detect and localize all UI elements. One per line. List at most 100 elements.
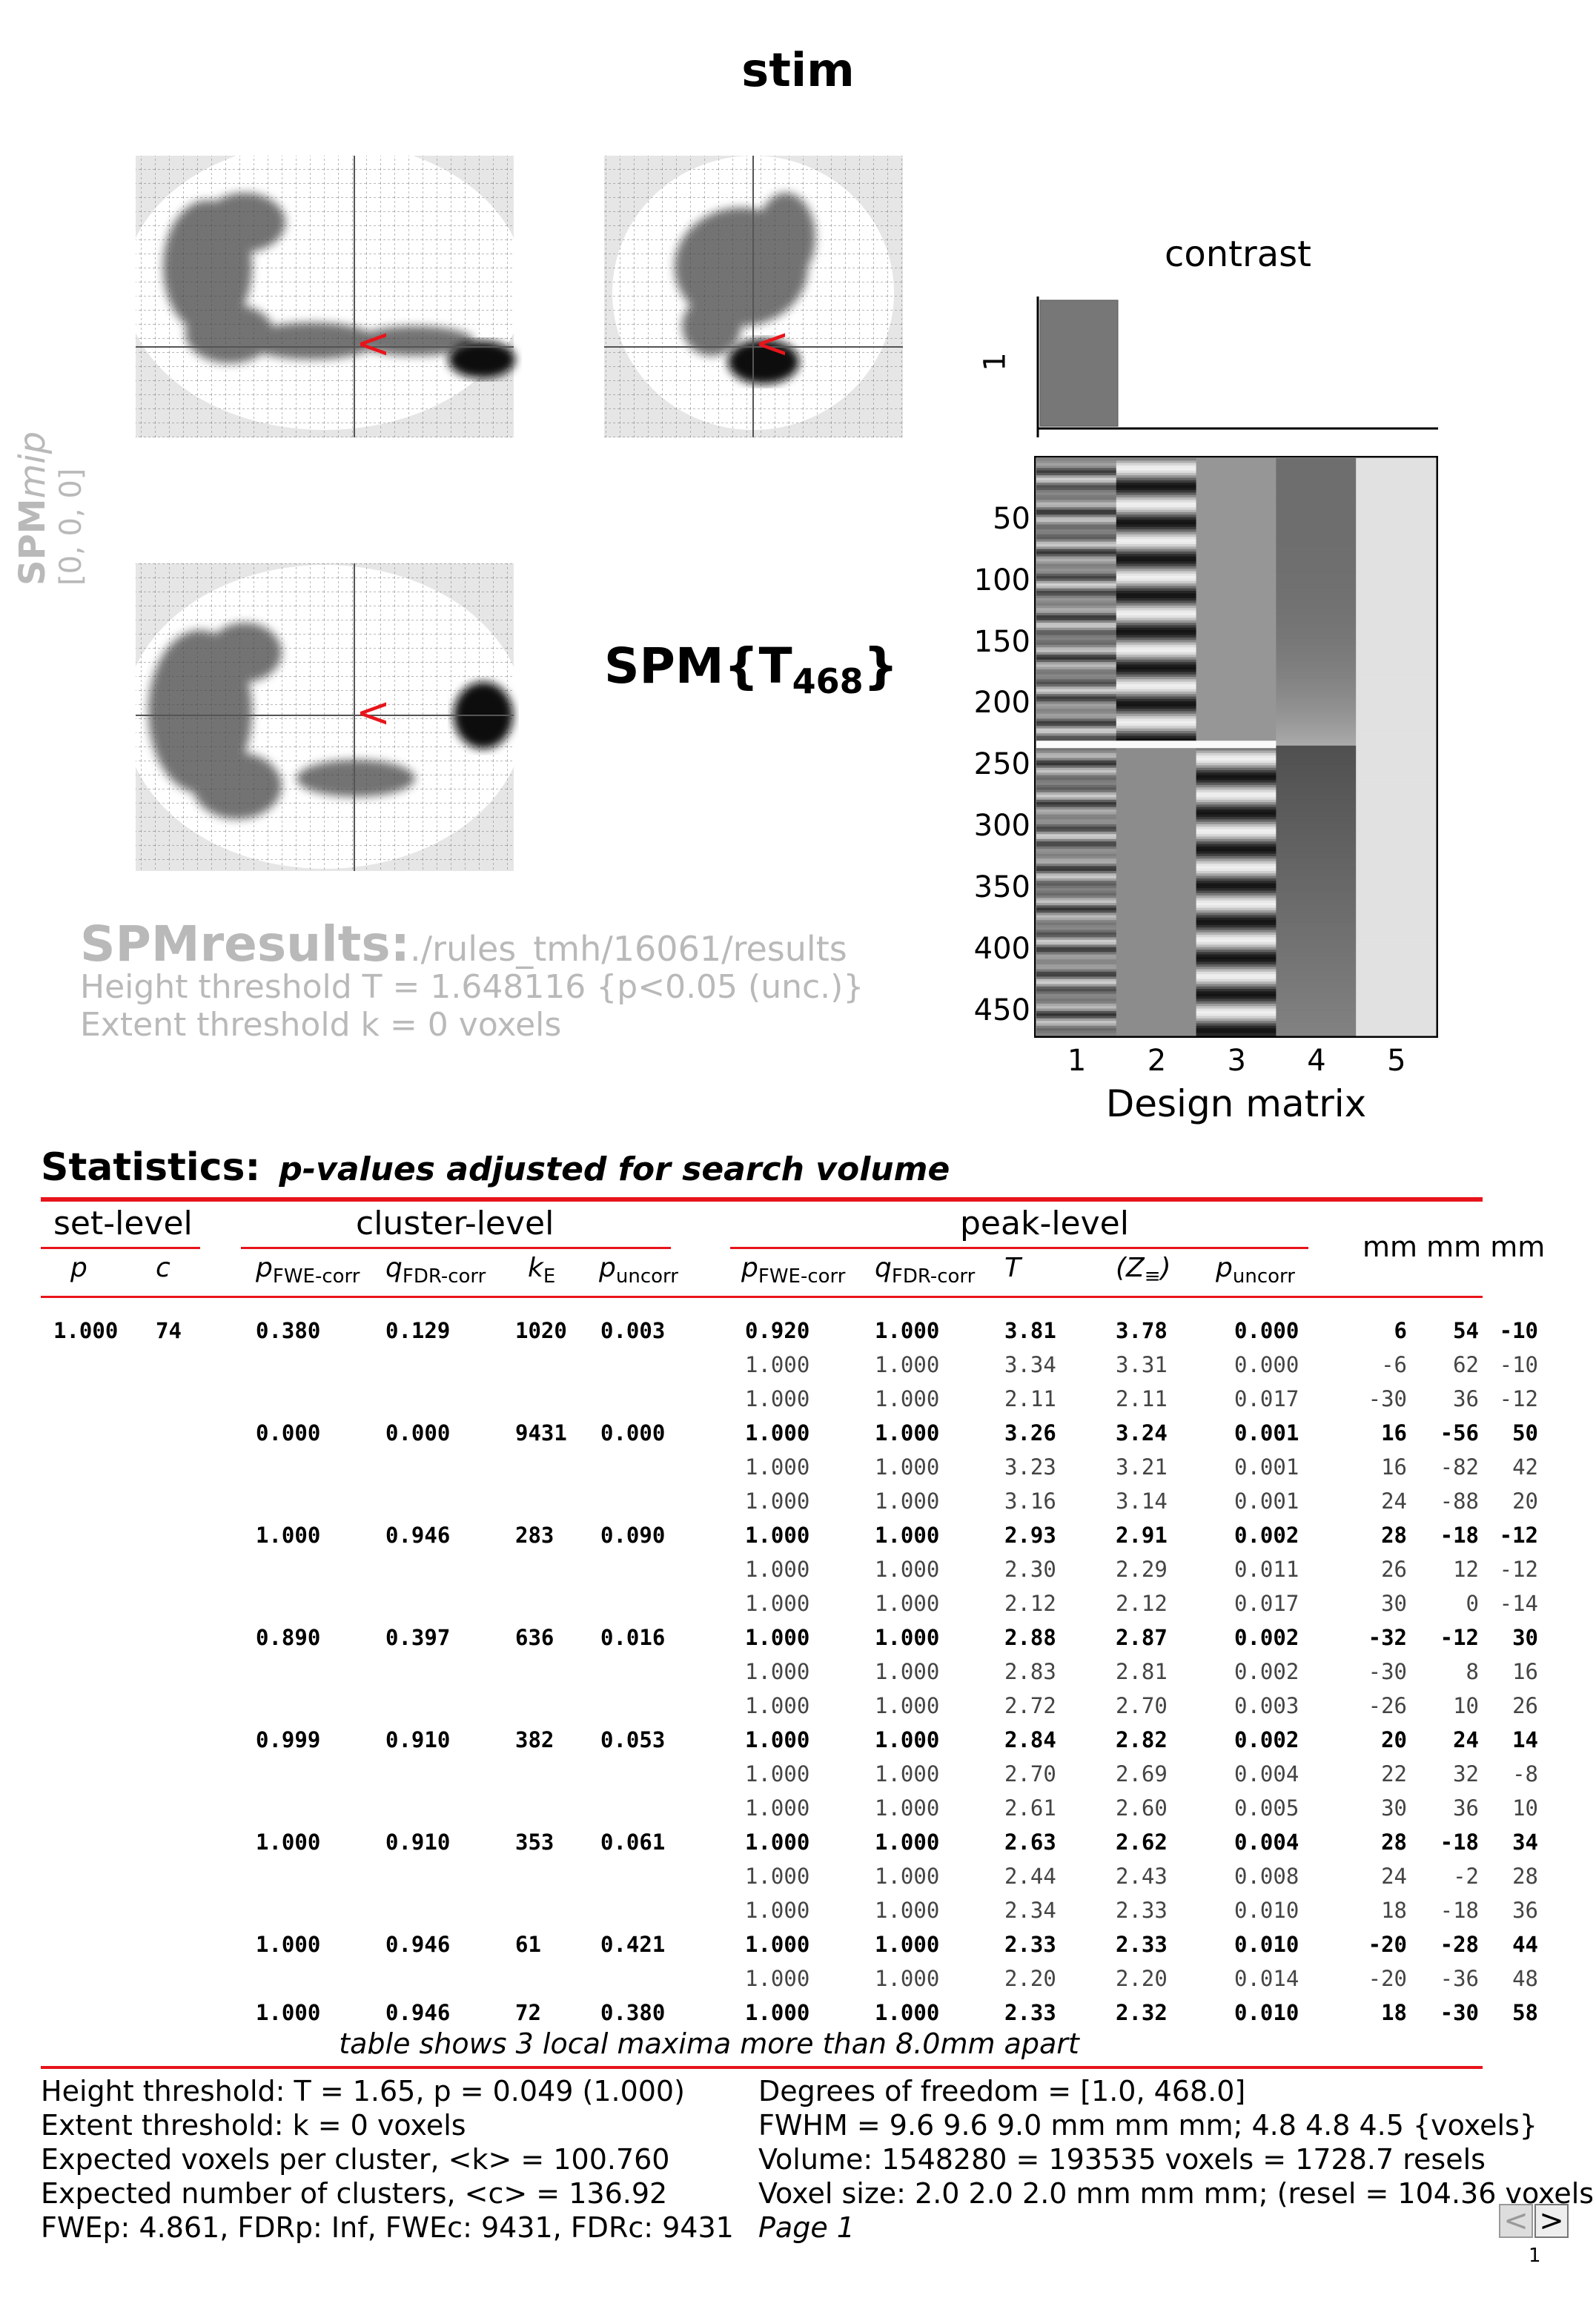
- design-matrix-cell: [1276, 561, 1357, 565]
- table-cell-cl2: 72: [515, 2000, 541, 2025]
- design-matrix-cell: [1196, 556, 1277, 560]
- design-matrix-cell: [1356, 927, 1437, 930]
- design-matrix-cell: [1116, 507, 1197, 511]
- table-cell-pk4: 0.000: [1234, 1318, 1299, 1343]
- design-matrix-cell: [1116, 569, 1197, 572]
- design-matrix-cell: [1276, 490, 1357, 493]
- next-page-button[interactable]: >: [1534, 2204, 1569, 2238]
- peak-level-rule: [730, 1247, 1308, 1249]
- design-matrix-cell: [1356, 814, 1437, 818]
- design-matrix-cell: [1196, 863, 1277, 867]
- table-cell-pk3: 2.33: [1116, 1932, 1168, 1957]
- design-matrix-cell: [1196, 597, 1277, 601]
- footer-right-line: Degrees of freedom = [1.0, 468.0]: [758, 2075, 1246, 2107]
- design-matrix-cell: [1276, 1008, 1357, 1012]
- table-cell-cl3: 0.000: [600, 1420, 666, 1446]
- design-matrix-cell: [1196, 620, 1277, 623]
- design-matrix-cell: [1276, 930, 1357, 933]
- design-matrix-cell: [1036, 475, 1117, 479]
- design-matrix-cell: [1276, 878, 1357, 881]
- design-matrix-cell: [1356, 569, 1437, 572]
- design-matrix-cell: [1116, 873, 1197, 877]
- design-matrix-cell: [1276, 873, 1357, 877]
- design-matrix-cell: [1036, 969, 1117, 973]
- design-matrix-cell: [1116, 532, 1197, 535]
- table-cell-pk0: 1.000: [745, 1830, 810, 1855]
- design-matrix-cell: [1036, 937, 1117, 941]
- design-matrix-cell: [1196, 743, 1277, 746]
- design-matrix-cell: [1276, 573, 1357, 577]
- table-cell-cl0: 0.380: [256, 1318, 321, 1343]
- design-matrix-cell: [1276, 681, 1357, 685]
- table-cell-cl3: 0.003: [600, 1318, 666, 1343]
- table-cell-mm1: 54: [1453, 1318, 1479, 1343]
- table-cell-mm1: -2: [1453, 1864, 1479, 1889]
- design-matrix-cell: [1276, 991, 1357, 995]
- design-matrix-cell: [1116, 733, 1197, 737]
- design-matrix-cell: [1356, 1028, 1437, 1031]
- col-set-c: c: [156, 1253, 170, 1283]
- design-matrix-cell: [1196, 959, 1277, 963]
- design-matrix-cell: [1356, 460, 1437, 464]
- design-matrix-cell: [1196, 669, 1277, 672]
- design-matrix-cell: [1036, 605, 1117, 609]
- design-matrix-cell: [1116, 664, 1197, 668]
- table-cell-pk4: 0.017: [1234, 1591, 1299, 1616]
- design-matrix-cell: [1036, 944, 1117, 948]
- table-cell-mm1: 62: [1453, 1352, 1479, 1377]
- design-matrix-cell: [1036, 878, 1117, 881]
- design-matrix-cell: [1196, 878, 1277, 881]
- design-matrix-cell: [1356, 519, 1437, 523]
- prev-page-button[interactable]: <: [1499, 2204, 1533, 2238]
- table-cell-cl1: 0.000: [385, 1420, 451, 1446]
- design-matrix-cell: [1276, 976, 1357, 980]
- table-cell-pk4: 0.000: [1234, 1352, 1299, 1377]
- design-matrix-cell: [1036, 745, 1117, 749]
- design-matrix-cell: [1276, 1003, 1357, 1007]
- design-matrix-cell: [1196, 804, 1277, 808]
- design-matrix-cell: [1356, 900, 1437, 904]
- design-matrix-cell: [1356, 672, 1437, 675]
- design-matrix-cell: [1196, 726, 1277, 729]
- footer-right-line: Volume: 1548280 = 193535 voxels = 1728.7…: [758, 2143, 1486, 2176]
- design-matrix-cell: [1276, 664, 1357, 668]
- design-matrix-cell: [1276, 895, 1357, 898]
- design-matrix-cell: [1116, 954, 1197, 958]
- design-matrix-cell: [1356, 924, 1437, 928]
- design-matrix-cell: [1196, 686, 1277, 690]
- design-matrix-cell: [1276, 915, 1357, 918]
- design-matrix-cell: [1196, 644, 1277, 648]
- table-cell-pk4: 0.011: [1234, 1557, 1299, 1582]
- design-matrix-cell: [1356, 681, 1437, 685]
- design-matrix-cell: [1036, 780, 1117, 784]
- table-cell-pk0: 1.000: [745, 1795, 810, 1821]
- design-matrix-cell: [1356, 890, 1437, 894]
- design-matrix-cell: [1276, 507, 1357, 511]
- design-matrix-cell: [1356, 930, 1437, 933]
- design-matrix-cell: [1276, 769, 1357, 773]
- table-cell-pk3: 2.32: [1116, 2000, 1168, 2025]
- design-matrix-cell: [1356, 470, 1437, 474]
- design-matrix-cell: [1356, 492, 1437, 496]
- design-matrix-cell: [1036, 507, 1117, 511]
- design-matrix-cell: [1356, 623, 1437, 626]
- design-matrix-cell: [1276, 1028, 1357, 1031]
- design-matrix-cell: [1276, 640, 1357, 643]
- table-cell-pk3: 2.33: [1116, 1898, 1168, 1923]
- design-matrix-cell: [1356, 838, 1437, 842]
- design-matrix-cell: [1116, 999, 1197, 1002]
- design-matrix-cell: [1036, 698, 1117, 702]
- design-matrix-cell: [1276, 576, 1357, 579]
- design-matrix-cell: [1276, 615, 1357, 618]
- design-matrix-cell: [1196, 468, 1277, 471]
- design-matrix-cell: [1276, 586, 1357, 589]
- design-matrix-cell: [1196, 674, 1277, 678]
- design-matrix-cell: [1196, 615, 1277, 618]
- design-matrix-cell: [1196, 472, 1277, 476]
- design-matrix-cell: [1196, 713, 1277, 717]
- table-cell-cl1: 0.946: [385, 1932, 451, 1957]
- table-cell-cl3: 0.016: [600, 1625, 666, 1650]
- design-matrix-cell: [1276, 526, 1357, 530]
- table-cell-mm2: 10: [1512, 1795, 1538, 1821]
- design-matrix-cell: [1276, 1018, 1357, 1021]
